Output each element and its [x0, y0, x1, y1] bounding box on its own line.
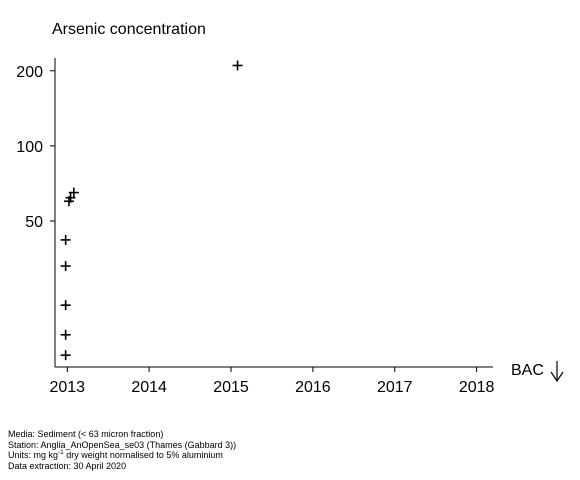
y-tick-label: 100 — [16, 139, 43, 156]
x-tick-label: 2016 — [295, 379, 331, 396]
x-tick-group: 2013 2014 2015 2016 2017 2018 — [49, 367, 495, 396]
chart-title: Arsenic concentration — [52, 21, 206, 38]
x-tick-label: 2014 — [131, 379, 167, 396]
data-point — [60, 234, 71, 245]
y-tick-label: 50 — [25, 214, 43, 231]
bac-annotation: BAC — [511, 361, 564, 383]
x-tick-label: 2018 — [459, 379, 495, 396]
data-point-group — [60, 60, 243, 361]
footer-units: Units: mg kg-1 dry weight normalised to … — [8, 449, 236, 461]
data-point — [232, 60, 243, 71]
x-tick-label: 2017 — [377, 379, 413, 396]
down-arrow-icon — [550, 361, 564, 383]
y-tick-group: 50 100 200 — [16, 64, 55, 231]
data-point — [60, 261, 71, 272]
data-point — [68, 187, 79, 198]
chart-footer: Media: Sediment (< 63 micron fraction) S… — [8, 429, 236, 471]
footer-units-prefix: Units: mg kg — [8, 450, 59, 460]
data-point — [60, 329, 71, 340]
data-point — [65, 192, 76, 203]
footer-media: Media: Sediment (< 63 micron fraction) — [8, 429, 164, 439]
footer-extraction: Data extraction: 30 April 2020 — [8, 460, 127, 471]
footer-units-suffix: dry weight normalised to 5% aluminium — [63, 450, 223, 460]
data-point — [60, 350, 71, 361]
footer-station: Station: Anglia_AnOpenSea_se03 (Thames (… — [8, 439, 237, 450]
x-tick-label: 2015 — [213, 379, 249, 396]
footer-units-exponent: -1 — [58, 449, 64, 456]
bac-label: BAC — [511, 362, 544, 379]
data-point — [60, 300, 71, 311]
y-tick-label: 200 — [16, 64, 43, 81]
x-tick-label: 2013 — [49, 379, 85, 396]
